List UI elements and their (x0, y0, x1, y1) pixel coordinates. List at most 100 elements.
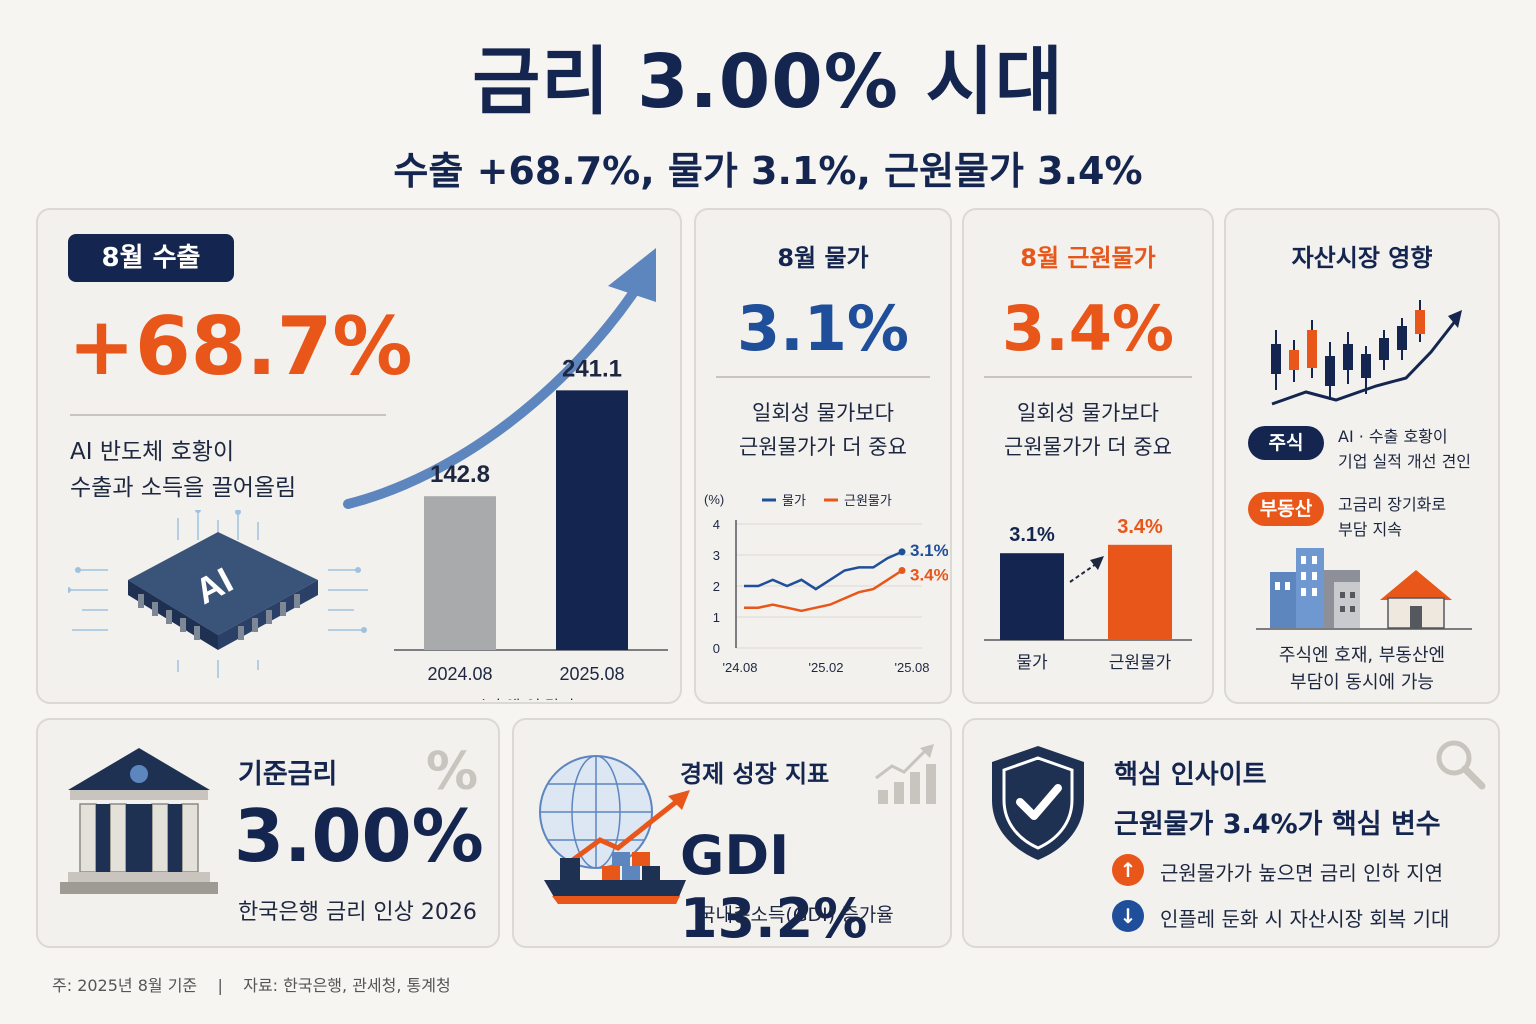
magnifier-icon (1436, 740, 1486, 790)
cpi-title: 8월 물가 (777, 244, 869, 272)
asset-market-summary: 주식엔 호재, 부동산엔 부담이 동시에 가능 (1226, 642, 1498, 696)
series-end-point (898, 567, 906, 574)
buildings-icon (1256, 548, 1472, 630)
base-rate-description: 한국은행 금리 인상 2026 (238, 900, 477, 925)
exports-description: AI 반도체 호황이 수출과 소득을 끌어올림 (70, 434, 296, 506)
summary-line1: 주식엔 호재, 부동산엔 (1278, 645, 1446, 666)
x-tick-label: 2025.08 (559, 664, 624, 684)
stock-tag: 주식 (1248, 426, 1324, 460)
exports-card: 8월 수출 +68.7% AI 반도체 호황이 수출과 소득을 끌어올림 AI … (36, 208, 682, 704)
bar (1000, 553, 1064, 640)
y-tick-label: 0 (713, 641, 720, 656)
y-tick-label: 1 (713, 610, 720, 625)
trend-arrow-icon (1069, 563, 1097, 583)
arrow-up-icon: ↑ (1112, 854, 1144, 886)
growth-card: 경제 성장 지표 GDI 13.2% 국내총소득(GDI) 증가율 (512, 718, 952, 950)
trend-arrow-head (1090, 556, 1104, 570)
cpi-description: 일회성 물가보다 근원물가가 더 중요 (696, 396, 950, 464)
y-tick-label: 2 (713, 579, 720, 594)
summary-line2: 부담이 동시에 가능 (1290, 672, 1434, 693)
core-cpi-desc-line1: 일회성 물가보다 (1017, 401, 1159, 425)
x-tick-label: 근원물가 (1109, 653, 1172, 672)
x-tick-label: '24.08 (722, 660, 757, 675)
divider (70, 414, 386, 416)
cpi-value: 3.1% (737, 292, 909, 365)
exports-desc-line1: AI 반도체 호황이 (70, 439, 235, 465)
y-tick-label: 4 (713, 517, 720, 532)
divider (716, 376, 930, 378)
insight-card: 핵심 인사이트 근원물가 3.4%가 핵심 변수 ↑ 근원물가가 높으면 금리 … (962, 718, 1500, 948)
x-tick-label: 물가 (1016, 653, 1048, 672)
asset-market-card: 자산시장 영향 주식 AI · 수출 호황이 기업 실적 개선 견인 부동산 고… (1224, 208, 1500, 704)
x-tick-label: '25.02 (808, 660, 843, 675)
x-axis-title: 수출액(억 달러) (476, 698, 579, 700)
cpi-desc-line1: 일회성 물가보다 (752, 401, 894, 425)
realestate-line2: 부담 지속 (1338, 520, 1402, 539)
growth-arrow-head (608, 248, 656, 302)
asset-market-title: 자산시장 영향 (1291, 244, 1433, 272)
series-end-point (898, 548, 906, 556)
base-rate-value: 3.00% (234, 794, 484, 878)
base-rate-card: 기준금리 % 3.00% 한국은행 금리 인상 2026 (36, 718, 500, 948)
stock-line2: 기업 실적 개선 견인 (1338, 452, 1472, 471)
series-end-label: 3.1% (910, 541, 948, 560)
y-unit-label: (%) (704, 492, 724, 507)
exports-bar-chart: 142.8 2024.08 241.1 2025.08 수출액(억 달러) (343, 248, 668, 700)
globe-ship-icon (539, 755, 690, 904)
stock-description: AI · 수출 호황이 기업 실적 개선 견인 (1338, 424, 1471, 474)
insight-bullet-up: ↑ 근원물가가 높으면 금리 인하 지연 (1112, 854, 1472, 888)
stock-line1: AI · 수출 호황이 (1338, 427, 1448, 446)
bar (424, 496, 496, 650)
bar (1108, 544, 1172, 640)
cpi-card: 8월 물가 3.1% 일회성 물가보다 근원물가가 더 중요 (%) 물가 근원물가… (694, 208, 952, 704)
insight-bullet-down: ↓ 인플레 둔화 시 자산시장 회복 기대 (1112, 900, 1472, 934)
divider (984, 376, 1192, 378)
shield-check-icon (992, 746, 1084, 860)
bar-value-label: 3.4% (1117, 516, 1163, 538)
x-tick-label: '25.08 (894, 660, 929, 675)
cpi-desc-line2: 근원물가가 더 중요 (739, 435, 907, 459)
exports-badge: 8월 수출 (68, 234, 234, 282)
insight-title: 핵심 인사이트 (1114, 760, 1267, 790)
candlestick-icon (1271, 300, 1462, 406)
insight-bullet-text: 인플레 둔화 시 자산시장 회복 기대 (1160, 907, 1450, 931)
insight-bullet-text: 근원물가가 높으면 금리 인하 지연 (1160, 861, 1444, 885)
core-cpi-value: 3.4% (1002, 292, 1174, 365)
bank-icon (60, 748, 218, 894)
page-subtitle: 수출 +68.7%, 물가 3.1%, 근원물가 3.4% (393, 149, 1143, 193)
chip-icon: AI (68, 510, 368, 678)
cpi-line-chart: (%) 물가 근원물가 0 1 2 3 4 '24.08 '25.02 '25.08 3.1% 3.4% (704, 492, 948, 675)
arrow-down-icon: ↓ (1112, 900, 1144, 932)
series-line (744, 569, 903, 613)
source-footer: 주: 2025년 8월 기준 | 자료: 한국은행, 관세청, 통계청 (52, 976, 451, 995)
growth-title: 경제 성장 지표 (680, 760, 830, 788)
bar-value-label: 241.1 (562, 355, 622, 382)
legend-label: 물가 (782, 493, 806, 508)
page-title: 금리 3.00% 시대 (472, 39, 1064, 125)
realestate-line1: 고금리 장기화로 (1338, 495, 1447, 514)
core-cpi-bar-chart: 3.1% 물가 3.4% 근원물가 (984, 516, 1192, 672)
series-end-label: 3.4% (910, 566, 948, 585)
core-cpi-card: 8월 근원물가 3.4% 일회성 물가보다 근원물가가 더 중요 3.1% 물가 3… (962, 208, 1214, 704)
core-cpi-title: 8월 근원물가 (1020, 244, 1156, 272)
exports-desc-line2: 수출과 소득을 끌어올림 (70, 475, 297, 501)
bar-value-label: 142.8 (430, 461, 490, 488)
growth-arrow-icon (343, 281, 643, 509)
growth-chart-icon (875, 744, 936, 804)
exports-growth-value: +68.7% (68, 300, 413, 393)
realestate-description: 고금리 장기화로 부담 지속 (1338, 492, 1446, 542)
series-line (744, 550, 903, 591)
core-cpi-description: 일회성 물가보다 근원물가가 더 중요 (964, 396, 1212, 464)
realestate-tag: 부동산 (1248, 492, 1324, 526)
base-rate-title: 기준금리 (238, 759, 338, 790)
x-tick-label: 2024.08 (427, 664, 492, 684)
bar (556, 390, 628, 650)
insight-subtitle: 근원물가 3.4%가 핵심 변수 (1114, 809, 1441, 840)
gdi-value: GDI 13.2% (680, 824, 868, 950)
percent-icon: % (426, 742, 479, 802)
core-cpi-desc-line2: 근원물가가 더 중요 (1004, 435, 1172, 459)
gdi-description: 국내총소득(GDI) 증가율 (698, 904, 894, 926)
bar-value-label: 3.1% (1009, 524, 1055, 546)
y-tick-label: 3 (713, 548, 720, 563)
legend-label: 근원물가 (844, 493, 892, 508)
